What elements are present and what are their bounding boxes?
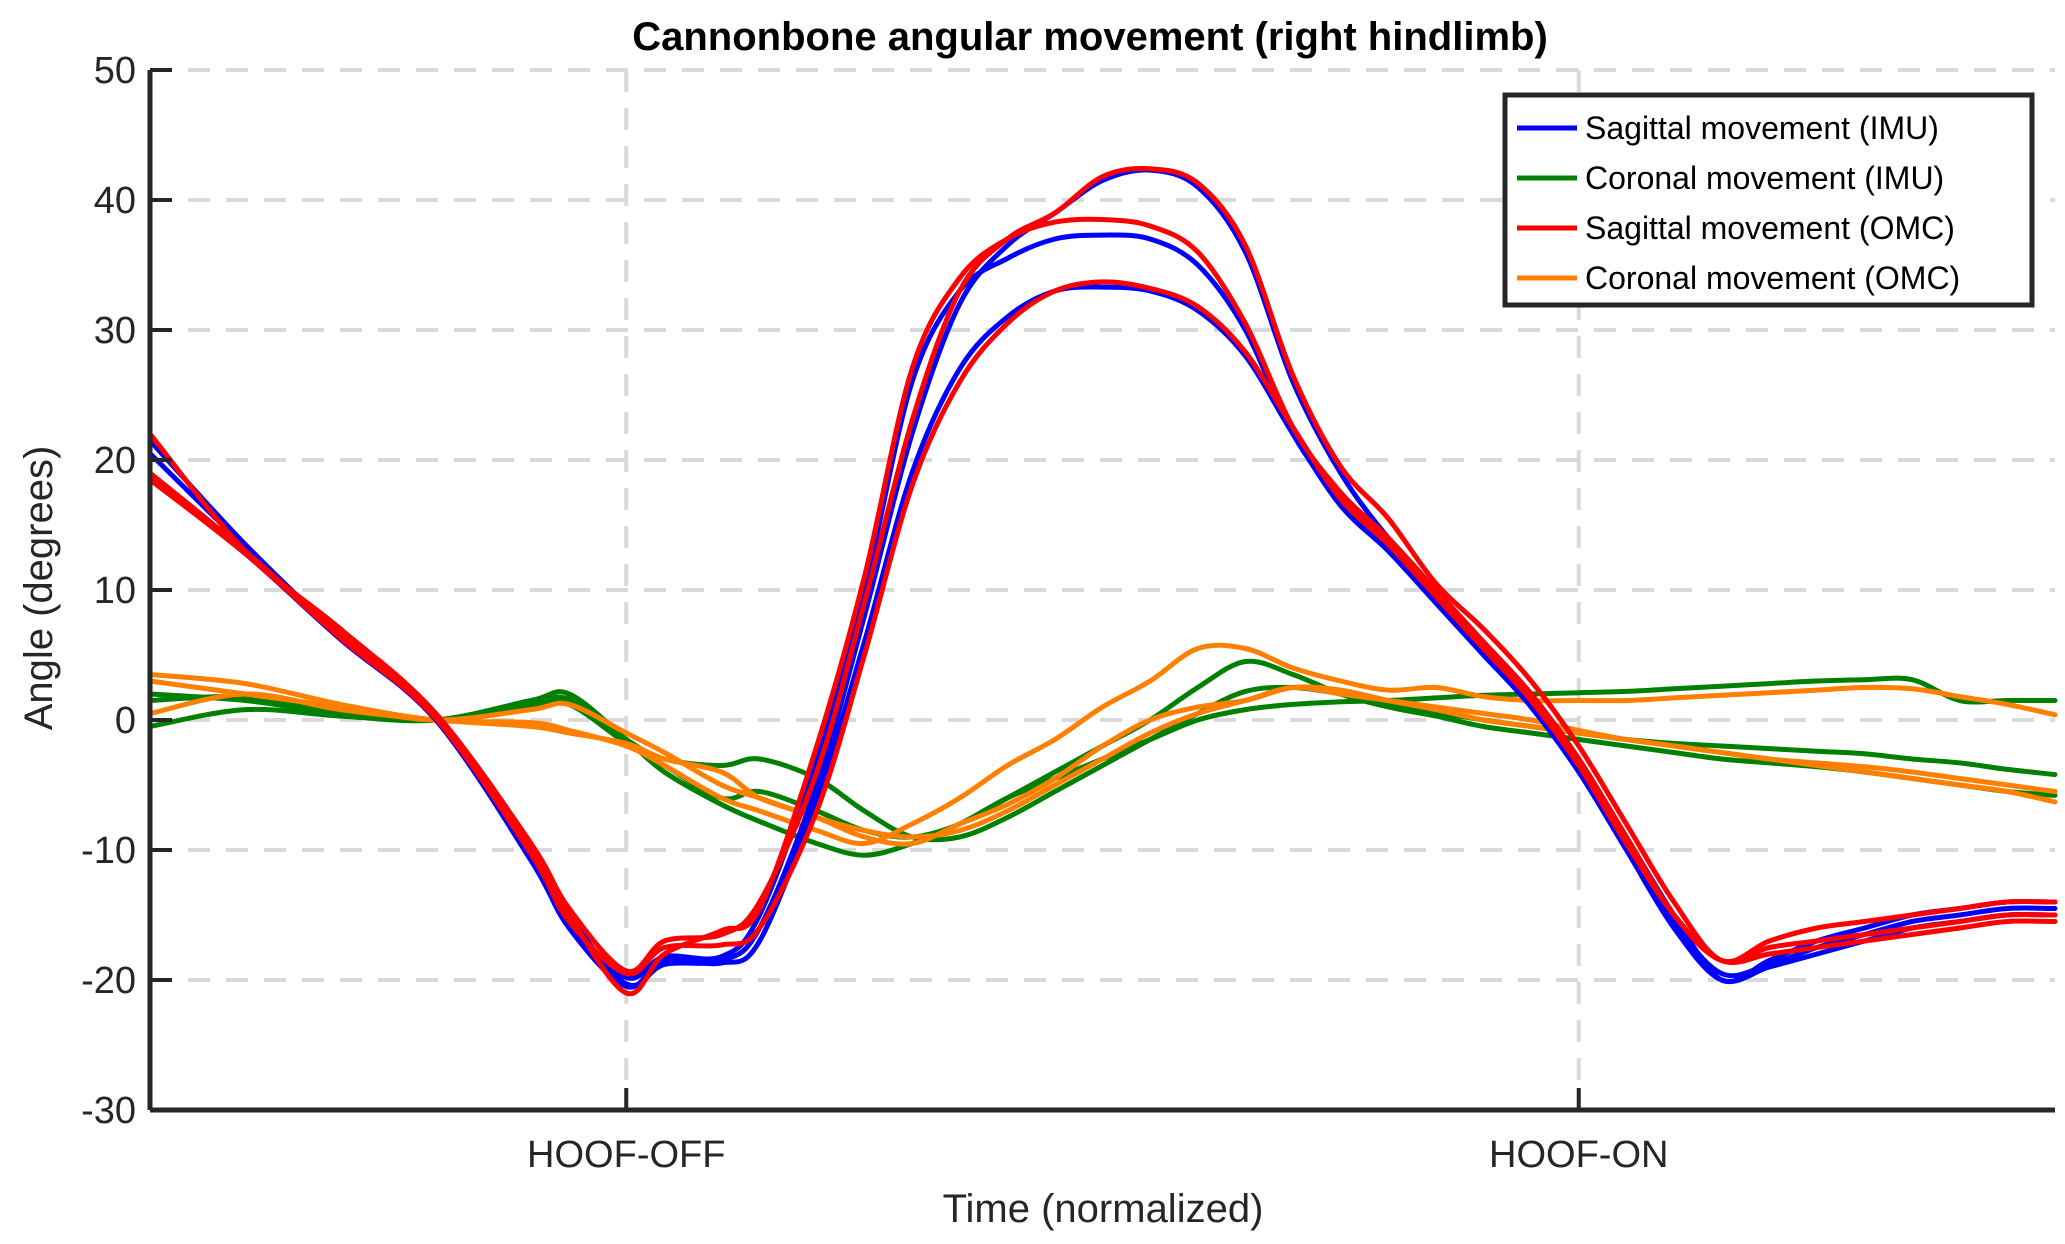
legend-label: Coronal movement (OMC): [1585, 260, 1960, 296]
series-line-coronal-movement-imu: [147, 675, 2058, 858]
y-tick-label: 20: [94, 440, 136, 482]
y-tick-label: -10: [81, 830, 136, 872]
y-tick-label: 30: [94, 310, 136, 352]
series-line-coronal-movement-omc: [147, 678, 2058, 840]
series-lines: [147, 166, 2058, 997]
legend-label: Sagittal movement (IMU): [1585, 110, 1939, 146]
y-tick-label: 40: [94, 180, 136, 222]
chart-title: Cannonbone angular movement (right hindl…: [632, 15, 1548, 59]
legend-label: Coronal movement (IMU): [1585, 160, 1944, 196]
tick-labels: -30 -20 -10 0 10 20 30 40 50 HOOF-OFF HOOF-ON: [81, 50, 1668, 1176]
y-tick-label: -30: [81, 1090, 136, 1132]
x-axis-label: Time (normalized): [943, 1187, 1264, 1231]
y-tick-label: -20: [81, 960, 136, 1002]
y-tick-label: 10: [94, 570, 136, 612]
series-line-sagittal-movement-omc: [147, 279, 2058, 977]
x-tick-label: HOOF-ON: [1489, 1134, 1668, 1176]
legend-label: Sagittal movement (OMC): [1585, 210, 1955, 246]
x-tick-label: HOOF-OFF: [527, 1134, 725, 1176]
y-tick-label: 0: [115, 700, 136, 742]
legend-box: [1502, 92, 2035, 308]
legend[interactable]: Sagittal movement (IMU) Coronal movement …: [1502, 92, 2035, 308]
y-axis-label: Angle (degrees): [17, 446, 61, 731]
y-tick-label: 50: [94, 50, 136, 92]
series-line-sagittal-movement-imu: [147, 284, 2058, 990]
axes: [147, 68, 2055, 1113]
